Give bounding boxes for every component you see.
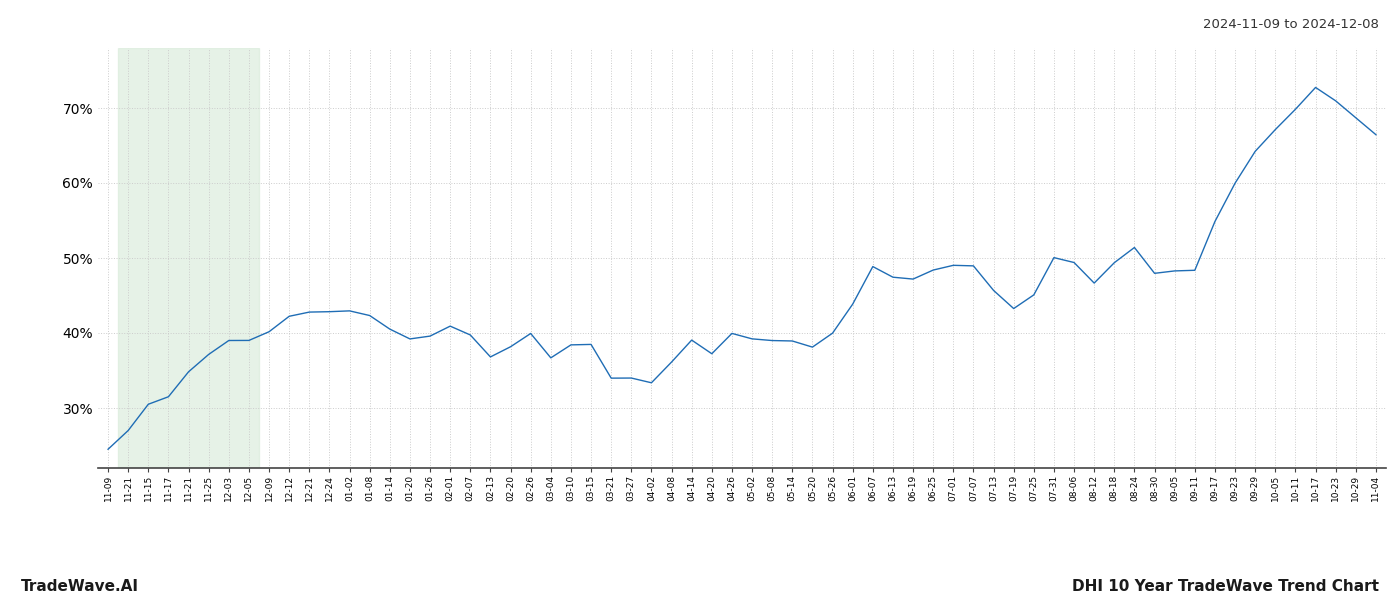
Text: 2024-11-09 to 2024-12-08: 2024-11-09 to 2024-12-08 [1203,18,1379,31]
Bar [118,48,259,468]
Text: DHI 10 Year TradeWave Trend Chart: DHI 10 Year TradeWave Trend Chart [1072,579,1379,594]
Text: TradeWave.AI: TradeWave.AI [21,579,139,594]
